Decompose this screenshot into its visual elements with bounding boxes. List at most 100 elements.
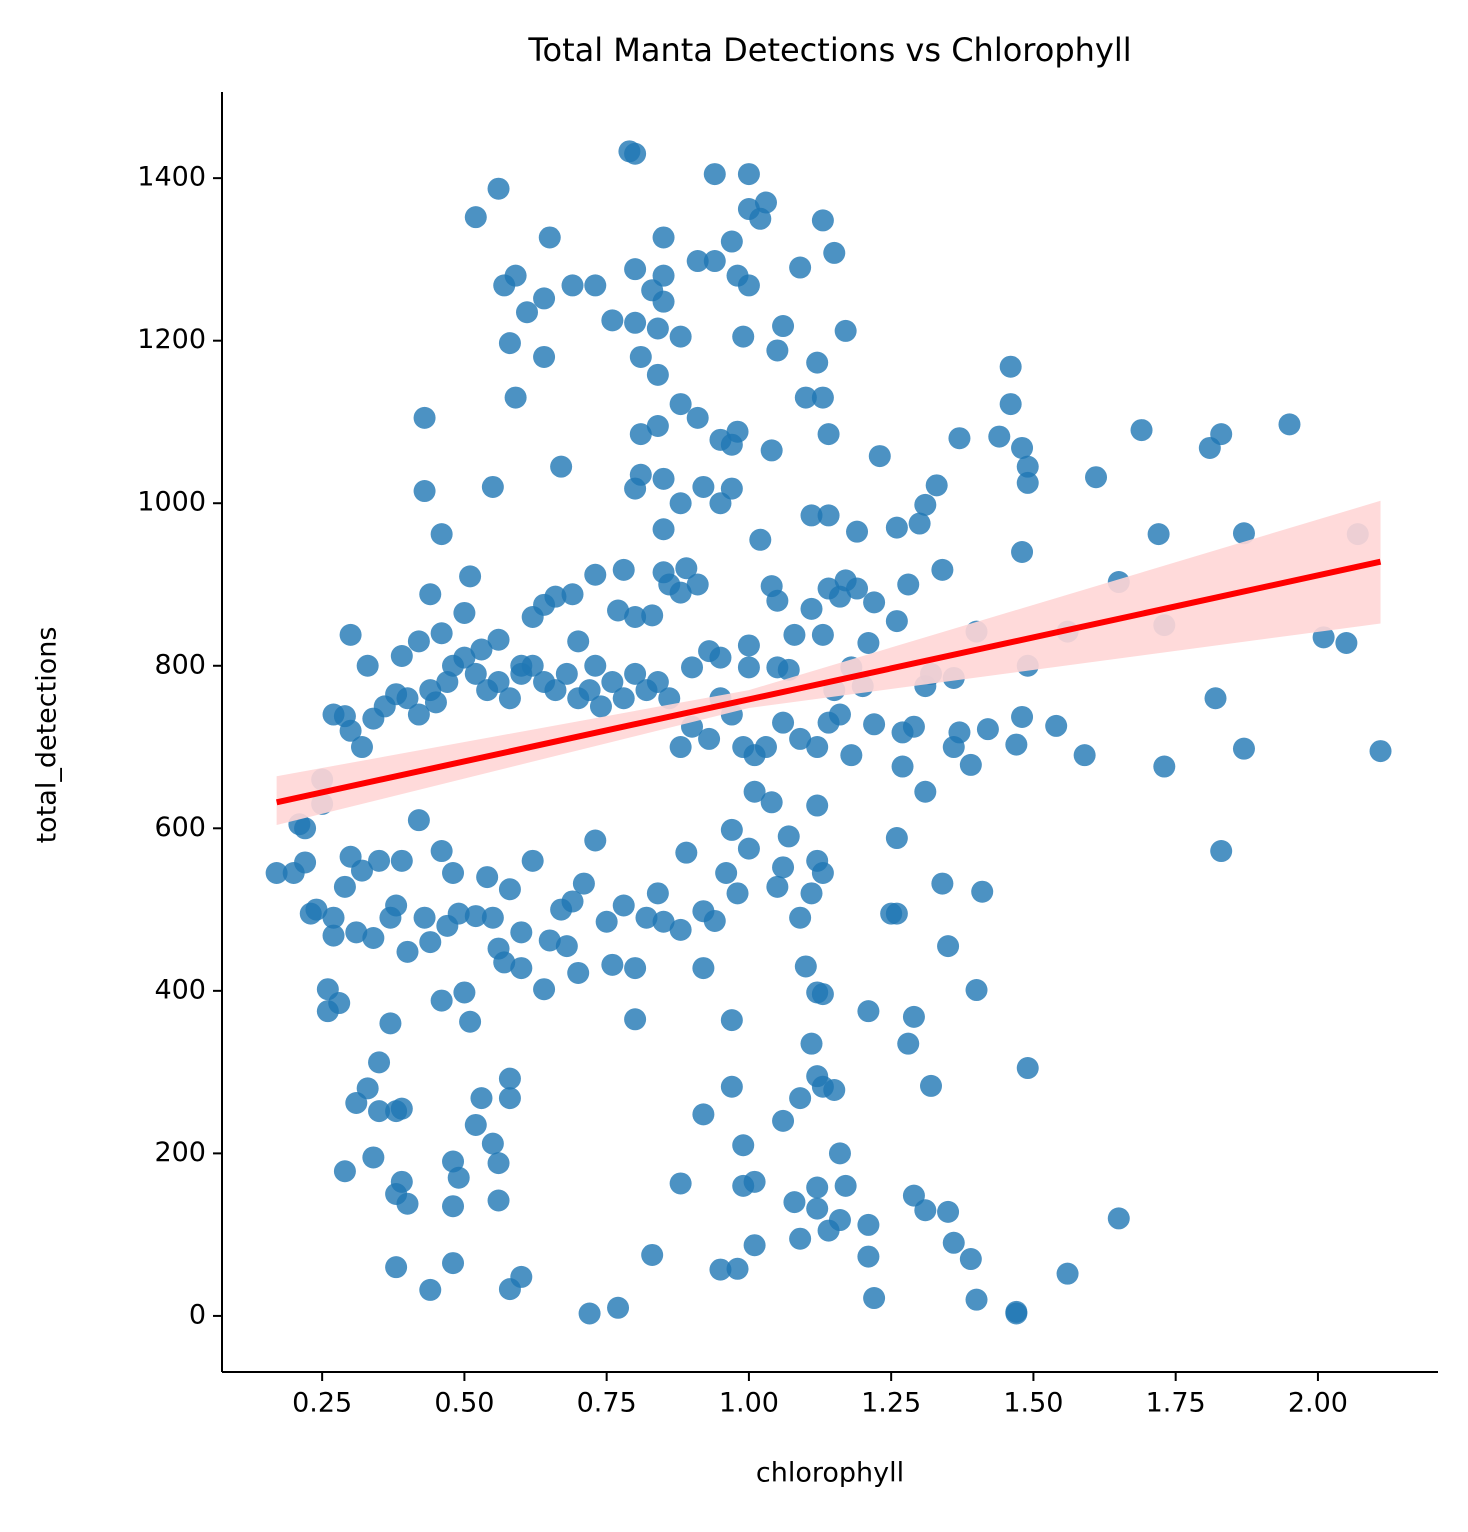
point: [760, 439, 783, 462]
point: [811, 209, 834, 232]
point: [1232, 522, 1255, 545]
point: [385, 894, 408, 917]
point: [925, 474, 948, 497]
point: [720, 1009, 743, 1032]
point: [624, 662, 647, 685]
point: [629, 423, 652, 446]
point: [447, 902, 470, 925]
point: [840, 744, 863, 767]
point: [442, 1195, 465, 1218]
point: [783, 1191, 806, 1214]
point: [772, 1109, 795, 1132]
point: [965, 1288, 988, 1311]
point: [322, 924, 345, 947]
point: [498, 1067, 521, 1090]
point: [470, 1087, 493, 1110]
point: [1005, 1300, 1028, 1323]
point: [322, 906, 345, 929]
point: [390, 1097, 413, 1120]
point: [459, 1010, 482, 1033]
point: [544, 585, 567, 608]
point: [646, 882, 669, 905]
x-axis-label: chlorophyll: [756, 1458, 904, 1489]
point: [948, 427, 971, 450]
point: [464, 206, 487, 229]
point: [669, 581, 692, 604]
point: [390, 849, 413, 872]
point: [743, 780, 766, 803]
point: [703, 163, 726, 186]
point: [686, 573, 709, 596]
point: [555, 935, 578, 958]
chart-title: Total Manta Detections vs Chlorophyll: [527, 31, 1131, 69]
point: [459, 565, 482, 588]
point: [390, 1170, 413, 1193]
point: [800, 1032, 823, 1055]
point: [624, 258, 647, 281]
point: [846, 577, 869, 600]
point: [760, 791, 783, 814]
point: [350, 859, 373, 882]
point: [885, 610, 908, 633]
point: [999, 393, 1022, 416]
point: [891, 755, 914, 778]
point: [430, 989, 453, 1012]
point: [794, 386, 817, 409]
point: [464, 1113, 487, 1136]
point: [498, 1087, 521, 1110]
point: [789, 1087, 812, 1110]
point: [988, 425, 1011, 448]
point: [914, 493, 937, 516]
point: [686, 406, 709, 429]
y-tick-label: 1400: [137, 162, 206, 193]
point: [720, 477, 743, 500]
point: [976, 718, 999, 741]
point: [561, 583, 584, 606]
point: [407, 703, 430, 726]
point: [368, 849, 391, 872]
point: [828, 1142, 851, 1165]
point: [999, 355, 1022, 378]
point: [675, 841, 698, 864]
point: [396, 940, 419, 963]
point: [464, 905, 487, 928]
x-tick-label: 1.00: [719, 1388, 779, 1419]
point: [601, 953, 624, 976]
point: [863, 713, 886, 736]
point: [692, 475, 715, 498]
point: [777, 825, 800, 848]
point: [737, 656, 760, 679]
point: [669, 492, 692, 515]
point: [789, 906, 812, 929]
point: [584, 829, 607, 852]
point: [754, 736, 777, 759]
point: [305, 898, 328, 921]
point: [703, 909, 726, 932]
point: [493, 951, 516, 974]
point: [1011, 436, 1034, 459]
point: [772, 856, 795, 879]
y-tick-label: 800: [154, 649, 206, 680]
point: [931, 872, 954, 895]
point: [567, 961, 590, 984]
point: [766, 875, 789, 898]
point: [595, 910, 618, 933]
point: [1210, 840, 1233, 863]
point: [1147, 523, 1170, 546]
point: [550, 455, 573, 478]
point: [726, 1257, 749, 1280]
point: [510, 921, 533, 944]
point: [470, 638, 493, 661]
point: [1016, 471, 1039, 494]
point: [737, 163, 760, 186]
point: [601, 309, 624, 332]
point: [487, 1152, 510, 1175]
point: [692, 957, 715, 980]
point: [914, 1199, 937, 1222]
point: [669, 736, 692, 759]
y-tick-label: 600: [154, 812, 206, 843]
point: [737, 634, 760, 657]
point: [624, 606, 647, 629]
point: [811, 623, 834, 646]
point: [493, 274, 516, 297]
